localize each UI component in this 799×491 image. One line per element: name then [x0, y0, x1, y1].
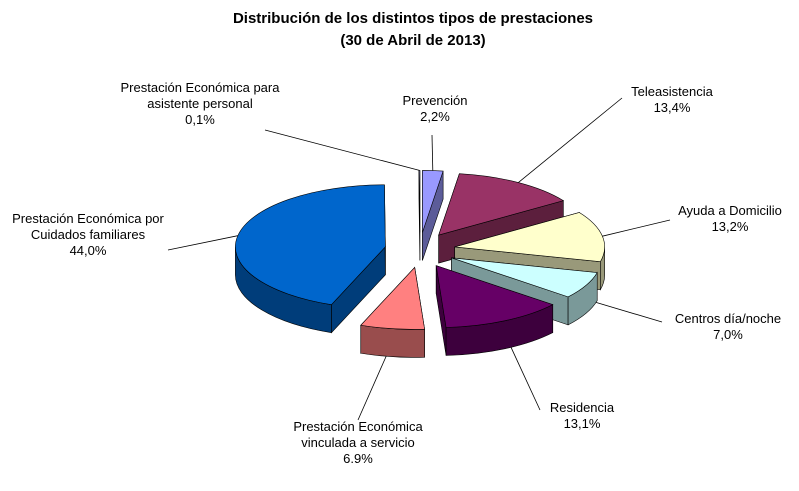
data-label: Prevención 2,2%	[380, 93, 490, 125]
slice	[438, 173, 565, 236]
slice-side	[360, 324, 425, 358]
category-label: Prevención	[402, 93, 468, 108]
data-label: Residencia 13,1%	[527, 400, 637, 432]
data-label: Prestación Económica para asistente pers…	[115, 80, 285, 128]
slice	[435, 265, 554, 328]
value-label: 44,0%	[69, 243, 107, 258]
category-label: Residencia	[549, 400, 615, 415]
slice	[451, 257, 598, 298]
leader-line	[431, 134, 434, 171]
slice	[418, 170, 421, 233]
data-label: Prestación Económica por Cuidados famili…	[8, 211, 168, 259]
leader-line	[264, 129, 420, 171]
value-label: 13,2%	[711, 219, 749, 234]
slice	[422, 170, 444, 233]
value-label: 0,1%	[185, 112, 215, 127]
chart-title: Distribución de los distintos tipos de p…	[233, 10, 593, 27]
category-label: Prestación Económica vinculada a servici…	[293, 419, 423, 450]
slice	[235, 184, 386, 306]
leader-line	[167, 235, 238, 251]
chart-subtitle: (30 de Abril de 2013)	[340, 32, 485, 49]
category-label: Prestación Económica para asistente pers…	[120, 80, 280, 111]
data-label: Teleasistencia 13,4%	[617, 84, 727, 116]
value-label: 13,4%	[653, 100, 691, 115]
category-label: Centros día/noche	[674, 311, 782, 326]
data-label: Ayuda a Domicilio 13,2%	[655, 203, 799, 235]
leader-line	[602, 219, 671, 237]
leader-line	[518, 97, 623, 183]
value-label: 13,1%	[563, 416, 601, 431]
slice	[360, 266, 425, 330]
value-label: 2,2%	[420, 109, 450, 124]
data-label: Centros día/noche 7,0%	[658, 311, 798, 343]
leader-line	[585, 299, 663, 323]
value-label: 7,0%	[713, 327, 743, 342]
category-label: Prestación Económica por Cuidados famili…	[12, 211, 164, 242]
slice	[454, 212, 605, 263]
category-label: Ayuda a Domicilio	[678, 203, 782, 218]
data-label: Prestación Económica vinculada a servici…	[273, 419, 443, 467]
category-label: Teleasistencia	[631, 84, 713, 99]
value-label: 6.9%	[343, 451, 373, 466]
